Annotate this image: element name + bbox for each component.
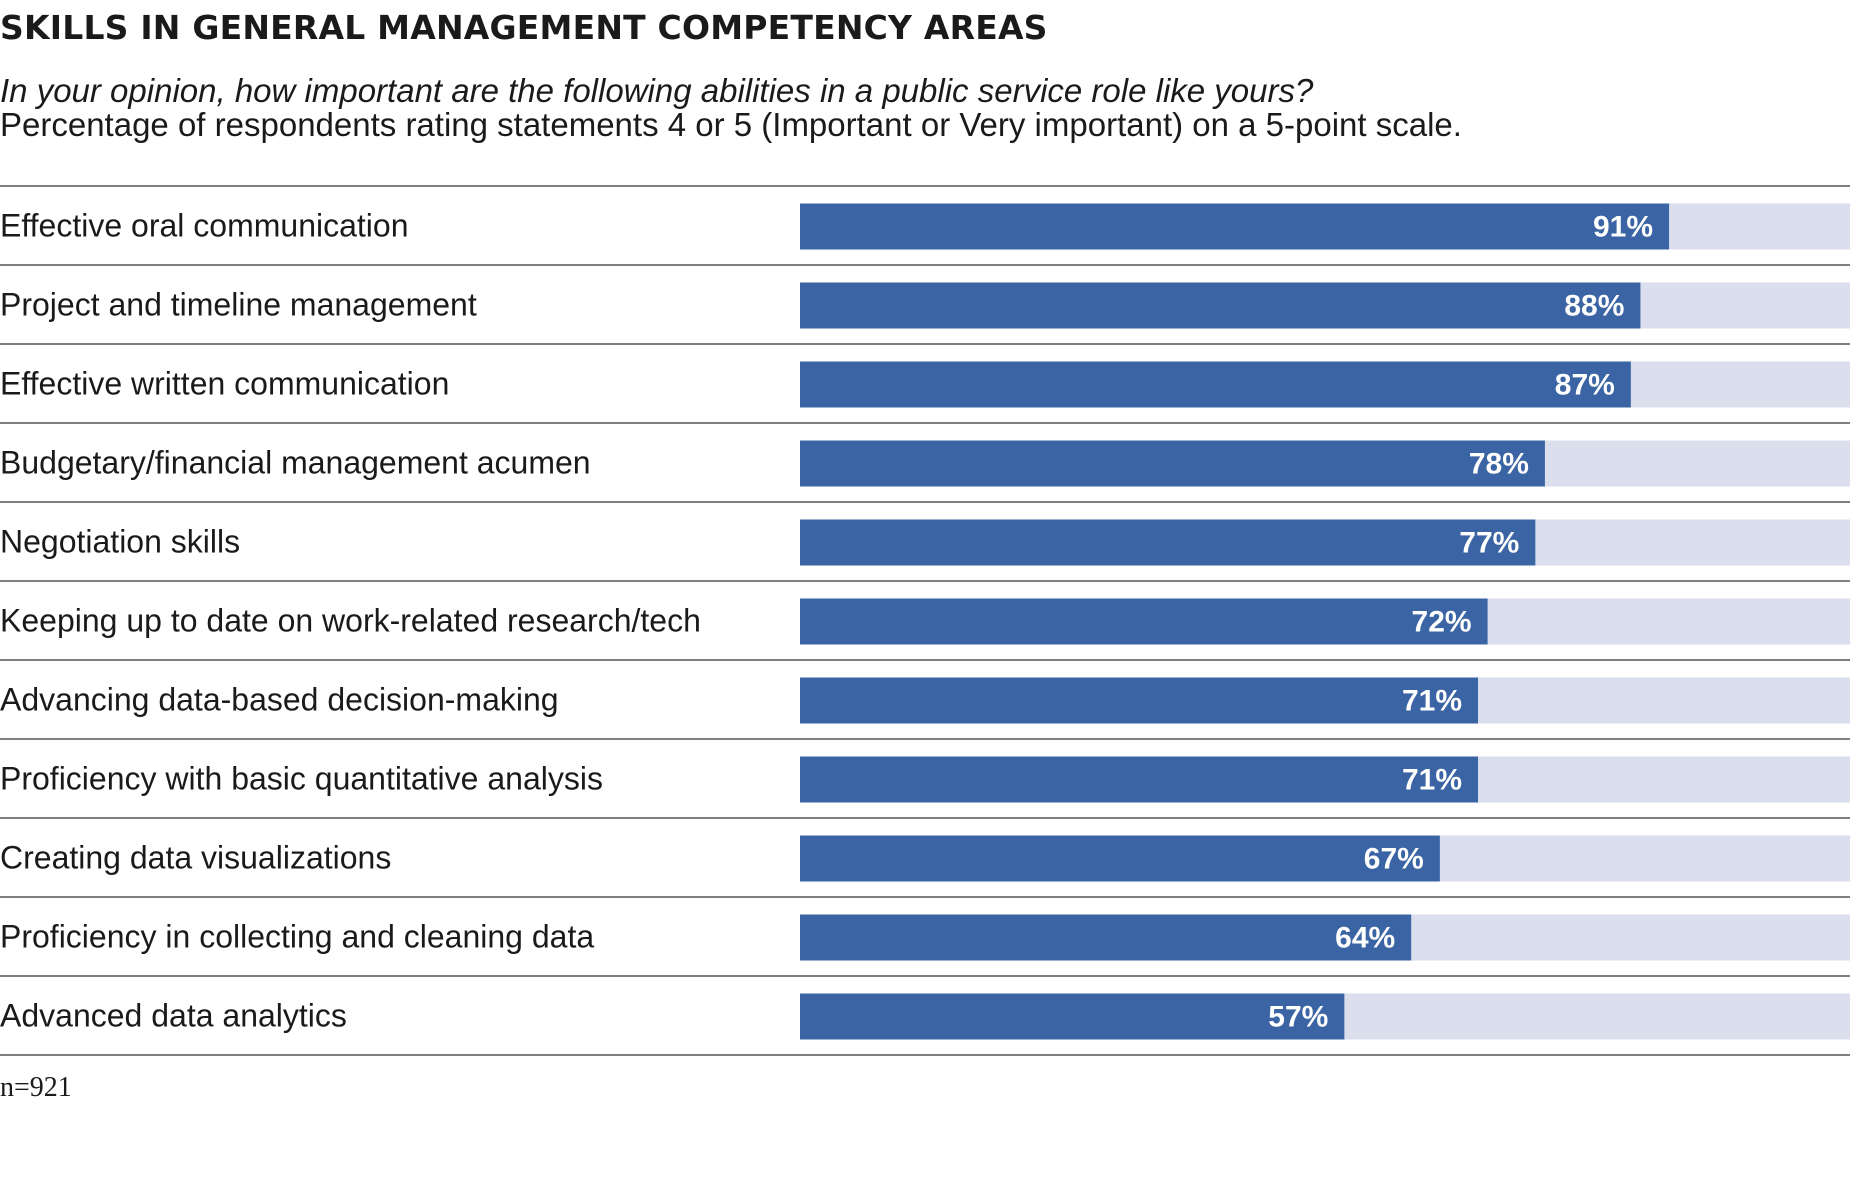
category-label: Effective oral communication bbox=[0, 208, 408, 244]
category-label: Keeping up to date on work-related resea… bbox=[0, 603, 701, 639]
category-label: Negotiation skills bbox=[0, 524, 240, 560]
bar bbox=[800, 362, 1631, 408]
category-label: Creating data visualizations bbox=[0, 840, 391, 876]
sample-size-footnote: n=921 bbox=[0, 1072, 72, 1104]
bar bbox=[800, 441, 1545, 487]
value-label: 77% bbox=[1459, 527, 1519, 560]
bar bbox=[800, 994, 1344, 1040]
value-label: 87% bbox=[1555, 369, 1615, 402]
category-label: Project and timeline management bbox=[0, 287, 477, 323]
bar bbox=[800, 283, 1640, 329]
bar bbox=[800, 757, 1478, 803]
bar bbox=[800, 836, 1440, 882]
value-label: 57% bbox=[1268, 1001, 1328, 1034]
category-label: Advanced data analytics bbox=[0, 998, 347, 1034]
value-label: 72% bbox=[1412, 606, 1472, 639]
bar bbox=[800, 204, 1669, 250]
value-label: 64% bbox=[1335, 922, 1395, 955]
bar bbox=[800, 599, 1488, 645]
category-label: Budgetary/financial management acumen bbox=[0, 445, 591, 481]
category-label: Proficiency in collecting and cleaning d… bbox=[0, 919, 594, 955]
category-label: Effective written communication bbox=[0, 366, 449, 402]
value-label: 71% bbox=[1402, 685, 1462, 718]
bar bbox=[800, 915, 1411, 961]
bar bbox=[800, 520, 1535, 566]
value-label: 91% bbox=[1593, 211, 1653, 244]
bar-chart: Effective oral communication 91% Project a… bbox=[0, 0, 1850, 1203]
value-label: 88% bbox=[1564, 290, 1624, 323]
value-label: 71% bbox=[1402, 764, 1462, 797]
category-label: Advancing data-based decision-making bbox=[0, 682, 559, 718]
value-label: 78% bbox=[1469, 448, 1529, 481]
value-label: 67% bbox=[1364, 843, 1424, 876]
category-label: Proficiency with basic quantitative anal… bbox=[0, 761, 603, 797]
bar bbox=[800, 678, 1478, 724]
